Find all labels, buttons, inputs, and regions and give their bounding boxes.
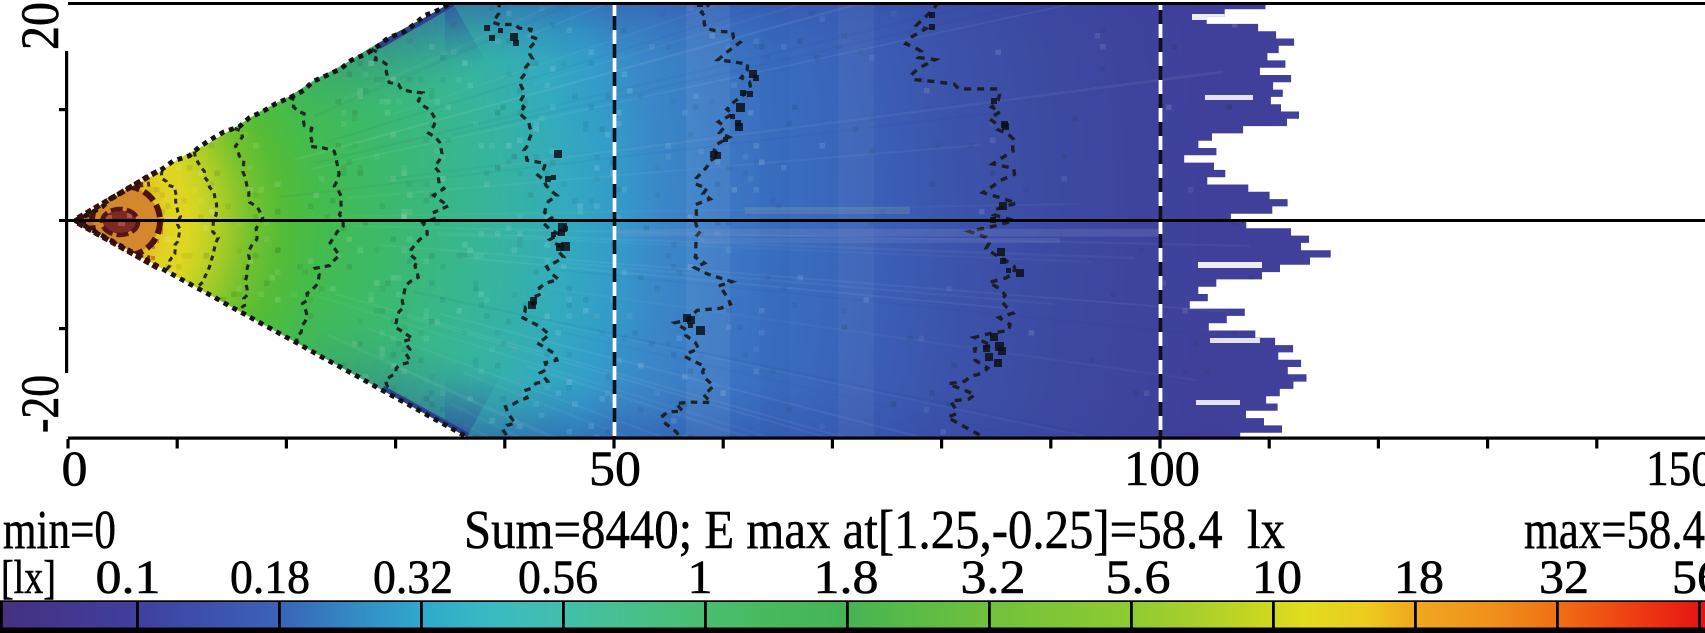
svg-text:10: 10 bbox=[1252, 551, 1302, 604]
svg-text:0.1: 0.1 bbox=[96, 551, 161, 604]
svg-text:18: 18 bbox=[1394, 551, 1444, 604]
svg-text:1.8: 1.8 bbox=[814, 551, 879, 604]
svg-text:32: 32 bbox=[1539, 551, 1589, 604]
svg-text:0: 0 bbox=[62, 440, 88, 496]
svg-text:1: 1 bbox=[688, 551, 713, 604]
svg-text:0.18: 0.18 bbox=[230, 551, 310, 604]
svg-text:3.2: 3.2 bbox=[961, 551, 1026, 604]
svg-text:5.6: 5.6 bbox=[1106, 551, 1171, 604]
svg-text:-20: -20 bbox=[10, 375, 70, 433]
svg-text:[lx]: [lx] bbox=[1, 551, 56, 604]
svg-text:0.56: 0.56 bbox=[518, 551, 598, 604]
svg-text:min=0: min=0 bbox=[3, 499, 116, 560]
svg-text:Sum=8440; E max at[1.25,-0.25]: Sum=8440; E max at[1.25,-0.25]=58.4 lx bbox=[464, 499, 1285, 560]
svg-text:0.32: 0.32 bbox=[373, 551, 453, 604]
svg-text:20: 20 bbox=[10, 2, 70, 50]
svg-text:56: 56 bbox=[1672, 551, 1705, 604]
svg-text:max=58.4: max=58.4 bbox=[1524, 499, 1705, 560]
svg-text:100: 100 bbox=[1124, 440, 1200, 496]
svg-text:150: 150 bbox=[1646, 440, 1705, 496]
svg-text:50: 50 bbox=[589, 440, 641, 496]
